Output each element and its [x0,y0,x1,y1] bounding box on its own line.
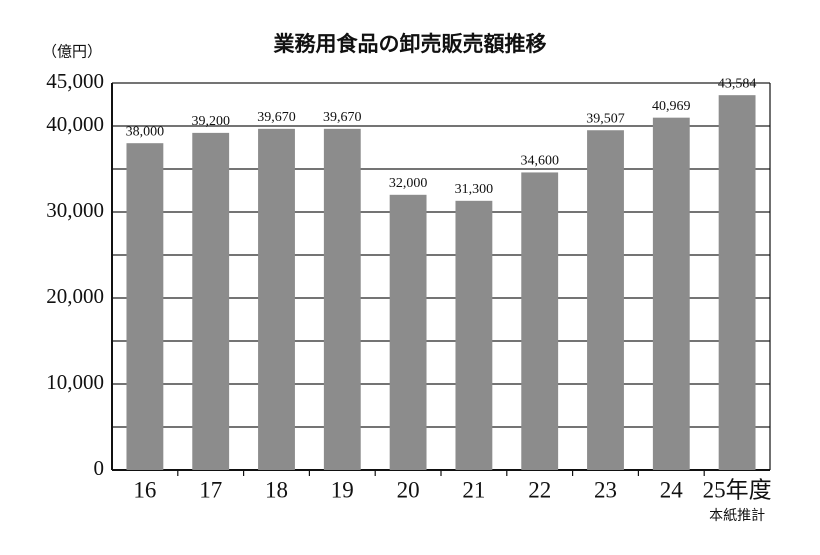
category-note: 本紙推計 [709,508,765,524]
y-tick-label: 30,000 [46,198,104,222]
x-tick-label: 23 [594,477,617,502]
data-label: 31,300 [455,182,494,197]
bar [126,143,164,470]
bar [258,128,295,470]
bar [192,132,230,470]
y-tick-label: 10,000 [46,370,104,394]
y-tick-label: 0 [94,456,105,480]
y-tick-label: 20,000 [46,284,104,308]
data-label: 43,584 [718,76,757,91]
x-tick-label: 17 [199,477,222,502]
x-tick-label: 25年度 [703,477,772,502]
data-label: 34,600 [520,154,559,169]
x-tick-label: 22 [528,477,551,502]
x-tick-label: 18 [265,477,288,502]
unit-label: （億円） [42,43,102,61]
bar [455,200,493,470]
y-tick-label: 40,000 [46,112,104,136]
x-tick-label: 16 [133,477,156,502]
x-tick-label: 20 [397,477,420,502]
bar [323,128,361,470]
x-tick-label: 19 [331,477,354,502]
data-label: 39,670 [323,110,362,125]
x-tick-label: 24 [660,477,684,502]
x-tick-label: 21 [462,477,485,502]
bar [652,117,690,471]
chart-title: 業務用食品の卸売販売額推移 [274,32,547,56]
y-tick-label: 45,000 [46,69,104,93]
bar [587,130,624,470]
bar [389,194,427,471]
data-label: 39,670 [257,110,296,125]
data-label: 39,200 [191,114,230,129]
data-label: 38,000 [126,124,165,139]
data-label: 40,969 [652,99,691,114]
data-label: 32,000 [389,176,428,191]
bar [718,95,756,470]
bar [521,172,559,470]
data-label: 39,507 [586,111,625,126]
